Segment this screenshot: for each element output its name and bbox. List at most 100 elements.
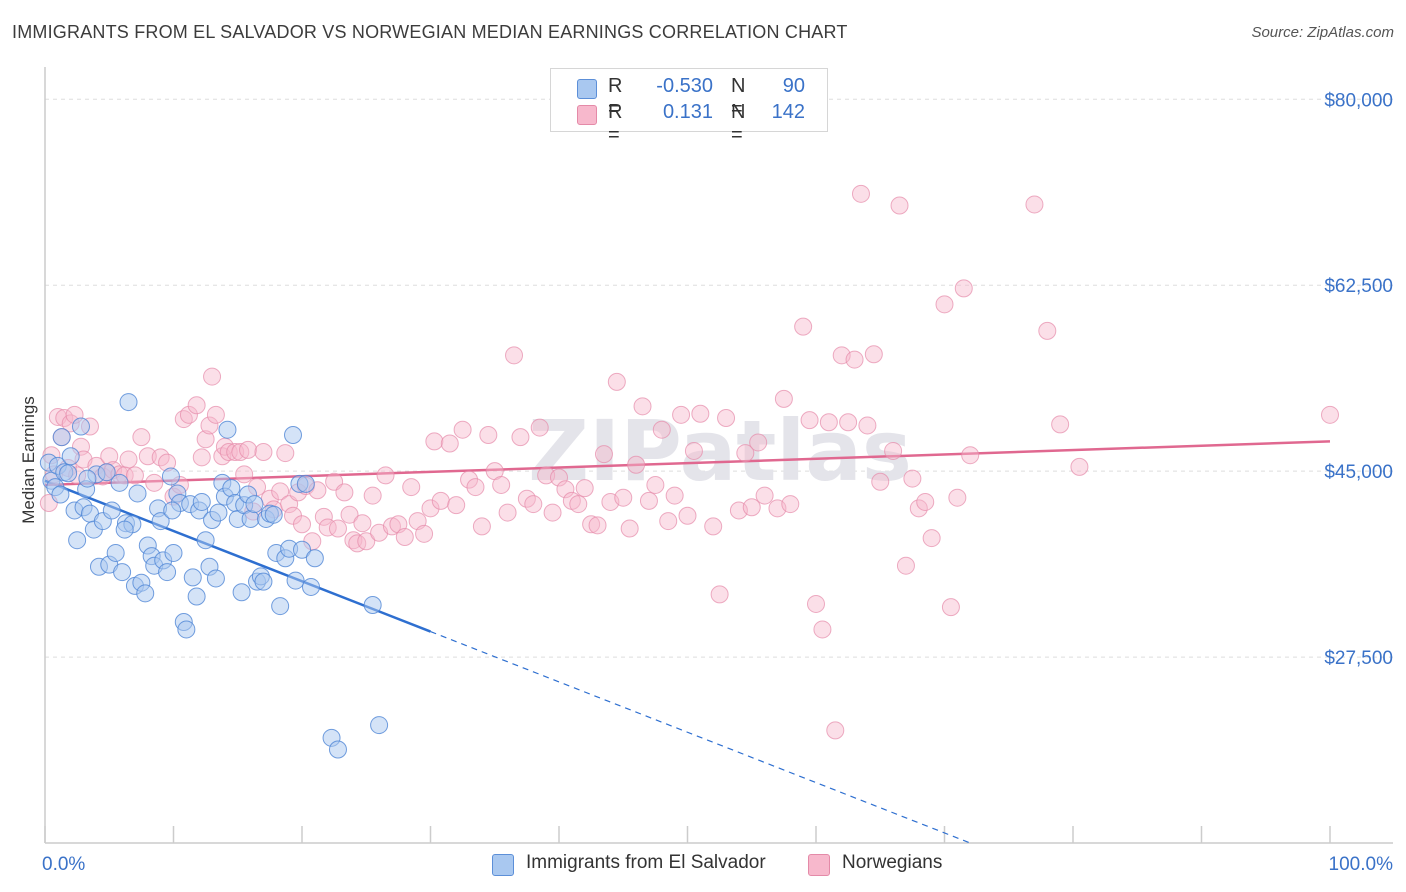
data-point-norwegians bbox=[460, 470, 479, 489]
stats-legend: R = -0.530 N = 90 R = 0.131 N = 142 bbox=[550, 68, 828, 146]
data-point-norwegians bbox=[710, 585, 729, 604]
legend-swatch-el-salvador bbox=[492, 854, 514, 876]
x-tick-label: 0.0% bbox=[42, 854, 85, 875]
data-point-norwegians bbox=[472, 517, 491, 536]
points-el-salvador bbox=[39, 393, 389, 759]
data-point-norwegians bbox=[864, 345, 883, 364]
trend-line-dashed bbox=[430, 631, 971, 844]
data-point-el-salvador bbox=[192, 492, 211, 511]
data-point-norwegians bbox=[684, 441, 703, 460]
data-point-el-salvador bbox=[164, 543, 183, 562]
data-point-norwegians bbox=[138, 447, 157, 466]
data-point-norwegians bbox=[395, 528, 414, 546]
data-point-el-salvador bbox=[264, 505, 283, 524]
data-point-norwegians bbox=[755, 486, 774, 505]
data-point-norwegians bbox=[633, 397, 652, 416]
x-tick-labels: 0.0% 100.0% bbox=[42, 854, 1393, 875]
data-point-norwegians bbox=[890, 196, 909, 215]
data-point-norwegians bbox=[922, 529, 941, 548]
x-tick-label: 100.0% bbox=[1329, 854, 1394, 875]
data-point-norwegians bbox=[314, 507, 333, 526]
data-point-el-salvador bbox=[301, 577, 320, 596]
data-point-el-salvador bbox=[328, 740, 347, 759]
data-point-norwegians bbox=[415, 524, 434, 543]
data-point-el-salvador bbox=[151, 512, 170, 531]
data-point-el-salvador bbox=[128, 484, 147, 503]
data-point-norwegians bbox=[813, 620, 832, 639]
data-point-norwegians bbox=[588, 516, 607, 535]
legend-swatch-norwegians bbox=[808, 854, 830, 876]
data-point-el-salvador bbox=[305, 549, 324, 568]
data-point-el-salvador bbox=[241, 509, 260, 528]
data-point-norwegians bbox=[192, 448, 211, 467]
chart-title: IMMIGRANTS FROM EL SALVADOR VS NORWEGIAN… bbox=[12, 22, 848, 42]
data-point-norwegians bbox=[1025, 195, 1044, 214]
data-point-norwegians bbox=[328, 519, 347, 538]
data-point-norwegians bbox=[556, 480, 575, 499]
data-point-norwegians bbox=[826, 721, 845, 740]
data-point-norwegians bbox=[909, 499, 928, 518]
data-point-el-salvador bbox=[286, 571, 305, 590]
data-point-norwegians bbox=[749, 433, 768, 452]
data-point-norwegians bbox=[447, 496, 466, 515]
data-point-el-salvador bbox=[206, 569, 225, 588]
data-point-norwegians bbox=[678, 506, 697, 525]
r-value: -0.530 bbox=[656, 75, 713, 97]
data-point-el-salvador bbox=[115, 520, 134, 539]
data-point-norwegians bbox=[376, 466, 395, 485]
y-tick-label: $80,000 bbox=[1324, 90, 1393, 111]
y-axis-title: Median Earnings bbox=[19, 396, 38, 524]
data-point-norwegians bbox=[851, 184, 870, 203]
data-point-el-salvador bbox=[271, 597, 290, 616]
data-point-norwegians bbox=[781, 495, 800, 514]
data-point-el-salvador bbox=[136, 584, 155, 603]
data-point-norwegians bbox=[954, 279, 973, 298]
data-point-norwegians bbox=[206, 405, 225, 424]
legend-label-norwegians: Norwegians bbox=[842, 852, 943, 873]
data-point-norwegians bbox=[363, 486, 382, 505]
data-point-norwegians bbox=[736, 444, 755, 463]
trend-line-norwegians bbox=[44, 440, 1331, 487]
data-point-norwegians bbox=[524, 495, 543, 514]
data-point-el-salvador bbox=[163, 501, 182, 520]
data-point-el-salvador bbox=[177, 620, 196, 639]
points-norwegians bbox=[39, 184, 1339, 740]
data-point-norwegians bbox=[717, 409, 736, 427]
data-point-norwegians bbox=[466, 478, 485, 497]
data-point-el-salvador bbox=[102, 501, 121, 520]
data-point-norwegians bbox=[235, 465, 254, 484]
data-point-el-salvador bbox=[113, 563, 132, 582]
data-point-norwegians bbox=[1321, 405, 1339, 424]
data-point-norwegians bbox=[691, 404, 710, 423]
data-point-norwegians bbox=[348, 534, 367, 553]
data-point-norwegians bbox=[357, 532, 376, 551]
data-point-norwegians bbox=[794, 317, 813, 336]
trend-line-el-salvador bbox=[44, 479, 971, 844]
r-value: 0.131 bbox=[662, 101, 713, 123]
data-point-norwegians bbox=[607, 372, 626, 391]
data-point-norwegians bbox=[353, 514, 372, 533]
data-point-norwegians bbox=[896, 556, 915, 575]
data-point-norwegians bbox=[807, 594, 825, 613]
data-point-norwegians bbox=[402, 478, 421, 497]
data-point-norwegians bbox=[505, 346, 524, 365]
data-point-norwegians bbox=[704, 517, 723, 536]
gridlines bbox=[45, 98, 1393, 658]
data-point-norwegians bbox=[431, 491, 450, 510]
data-point-norwegians bbox=[119, 450, 138, 469]
n-value: 90 bbox=[782, 75, 805, 97]
data-point-norwegians bbox=[742, 498, 761, 517]
data-point-norwegians bbox=[335, 483, 354, 502]
data-point-norwegians bbox=[1070, 457, 1089, 476]
y-tick-label: $45,000 bbox=[1324, 462, 1393, 483]
data-point-norwegians bbox=[132, 428, 151, 447]
data-point-el-salvador bbox=[296, 474, 315, 493]
data-point-norwegians bbox=[293, 515, 311, 534]
data-point-norwegians bbox=[550, 468, 568, 487]
data-point-norwegians bbox=[179, 405, 198, 424]
n-label: N = bbox=[731, 101, 746, 146]
data-point-el-salvador bbox=[106, 543, 125, 562]
data-point-el-salvador bbox=[59, 464, 78, 483]
data-point-el-salvador bbox=[119, 393, 138, 412]
data-point-norwegians bbox=[916, 492, 935, 511]
